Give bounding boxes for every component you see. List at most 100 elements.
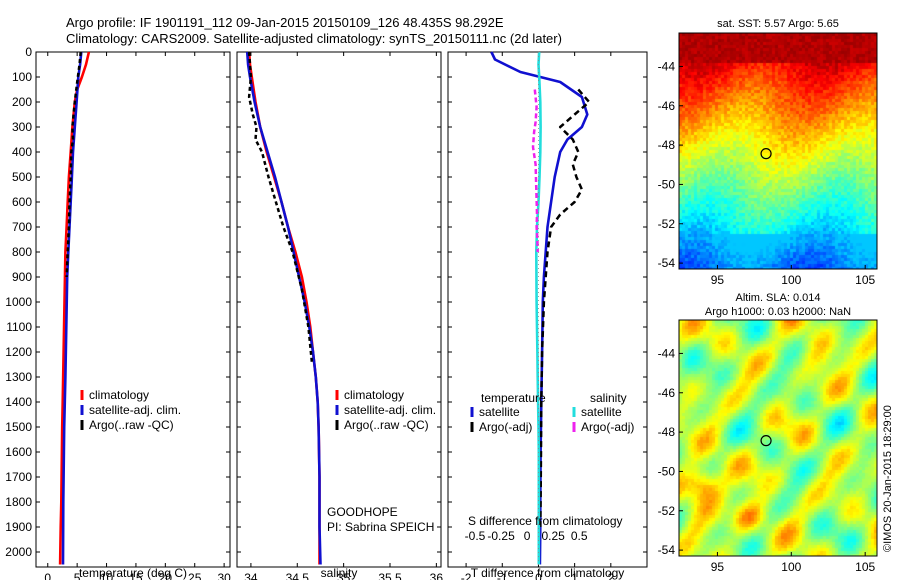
sla-map-panel: Altim. SLA: 0.014 Argo h1000: 0.03 h2000… (658, 292, 894, 574)
series-line-1 (245, 51, 322, 565)
x-axis-label: temperature (deg C) (79, 566, 187, 580)
s-axis-label: S difference from climatology (468, 514, 623, 528)
x-tick-label: 35.5 (378, 571, 402, 580)
x-tick-label: 105 (855, 560, 875, 574)
y-tick-label: 500 (12, 170, 32, 184)
legend-label: Argo(..raw -QC) (344, 418, 429, 432)
y-tick-label: -46 (658, 386, 676, 400)
plot-frame (236, 51, 442, 568)
series-line-3 (531, 89, 539, 253)
plot-frame (447, 51, 648, 568)
y-tick-label: -54 (658, 543, 676, 557)
x-tick-label: 5 (74, 571, 81, 580)
sla-map-subtitle: Argo h1000: 0.03 h2000: NaN (705, 306, 851, 318)
x-tick-label: 35 (337, 571, 351, 580)
y-tick-label: 100 (12, 70, 32, 84)
y-tick-label: -44 (658, 346, 676, 360)
s-tick-label: 0.5 (571, 529, 588, 543)
y-tick-label: 2000 (5, 545, 32, 559)
x-tick-label: 100 (781, 273, 801, 287)
x-tick-label: 34 (244, 571, 258, 580)
series-line-2 (247, 51, 314, 365)
s-tick-label: 0 (524, 529, 531, 543)
x-tick-label: 105 (855, 273, 875, 287)
y-tick-label: 300 (12, 120, 32, 134)
x-tick-label: 0 (44, 571, 51, 580)
y-tick-label: -48 (658, 138, 676, 152)
x-tick-label: -2 (461, 571, 472, 580)
sla-map-axes: 95 100 105 -44 -46 -48 -50 -52 -54 (658, 319, 878, 574)
y-tick-label: 1700 (5, 470, 32, 484)
y-tick-label: 1000 (5, 295, 32, 309)
y-tick-label: -50 (658, 464, 676, 478)
legend-label: satellite (581, 405, 622, 419)
x-tick-label: 15 (129, 571, 143, 580)
series-line-1 (61, 51, 83, 565)
argo-location-marker (760, 148, 772, 160)
x-tick-label: 20 (159, 571, 173, 580)
legend-label: Argo(-adj) (479, 420, 532, 434)
annotation-text: PI: Sabrina SPEICH (327, 520, 434, 534)
x-tick-label: 95 (711, 560, 725, 574)
sst-heatmap (679, 33, 877, 269)
y-tick-label: -50 (658, 177, 676, 191)
temperature-profile-panel: 0100200300400500600700800900100011001200… (5, 45, 231, 580)
y-tick-label: -48 (658, 425, 676, 439)
sst-map-title: sat. SST: 5.57 Argo: 5.65 (717, 18, 839, 30)
y-tick-label: -46 (658, 99, 676, 113)
legend-label: climatology (344, 388, 404, 402)
s-tick-label: 0.25 (541, 529, 565, 543)
sla-map-canvas-wrap (679, 320, 877, 556)
legend-label: Argo(-adj) (581, 420, 634, 434)
legend-label: satellite-adj. clim. (89, 403, 181, 417)
annotation-text: GOODHOPE (327, 505, 398, 519)
map-frame (678, 319, 878, 557)
x-tick-label: 10 (100, 571, 114, 580)
y-tick-label: 600 (12, 195, 32, 209)
y-tick-label: 1200 (5, 345, 32, 359)
imos-timestamp: ©IMOS 20-Jan-2015 18:29:00 (882, 405, 894, 552)
y-tick-label: 1500 (5, 420, 32, 434)
title-line-2: Climatology: CARS2009. Satellite-adjuste… (66, 31, 562, 46)
title-line-1: Argo profile: IF 1901191_112 09-Jan-2015… (66, 15, 504, 30)
legend-label: climatology (89, 388, 149, 402)
legend-label: satellite-adj. clim. (344, 403, 436, 417)
x-tick-label: 2 (607, 571, 614, 580)
legend-header-salinity: salinity (590, 391, 627, 405)
sla-heatmap (679, 320, 877, 556)
y-tick-label: 200 (12, 95, 32, 109)
sla-map-title: Altim. SLA: 0.014 (736, 292, 821, 304)
x-tick-label: 30 (217, 571, 231, 580)
s-tick-label: -0.25 (487, 529, 515, 543)
y-tick-label: 800 (12, 245, 32, 259)
legend-label: Argo(..raw -QC) (89, 418, 174, 432)
map-frame (678, 32, 878, 270)
x-tick-label: 95 (711, 273, 725, 287)
x-tick-label: 25 (188, 571, 202, 580)
y-tick-label: -52 (658, 504, 676, 518)
x-tick-label: 36 (430, 571, 444, 580)
x-tick-label: 100 (781, 560, 801, 574)
s-tick-label: -0.5 (465, 529, 486, 543)
y-tick-label: 700 (12, 220, 32, 234)
legend-header-temperature: temperature (481, 391, 546, 405)
y-tick-label: 0 (25, 45, 32, 59)
sst-map-panel: sat. SST: 5.57 Argo: 5.65 95 100 105 -44 -46… (658, 18, 878, 287)
y-tick-label: -54 (658, 256, 676, 270)
x-axis-label: T difference from climatology (471, 566, 625, 580)
y-tick-label: 400 (12, 145, 32, 159)
series-line-2 (65, 51, 82, 278)
difference-profile-panel: -2 -1 0 1 2T difference from climatology temp… (447, 51, 648, 580)
series-line-1 (539, 88, 591, 528)
plot-frame (35, 51, 231, 568)
y-tick-label: -52 (658, 217, 676, 231)
sst-map-axes: 95 100 105 -44 -46 -48 -50 -52 -54 (658, 32, 878, 287)
legend-label: satellite (479, 405, 520, 419)
sst-map-canvas-wrap (679, 33, 877, 269)
y-tick-label: 1100 (6, 320, 32, 334)
x-tick-label: 0 (535, 571, 542, 580)
x-tick-label: 34.5 (286, 571, 310, 580)
y-tick-label: 1800 (5, 495, 32, 509)
y-tick-label: 1900 (5, 520, 32, 534)
